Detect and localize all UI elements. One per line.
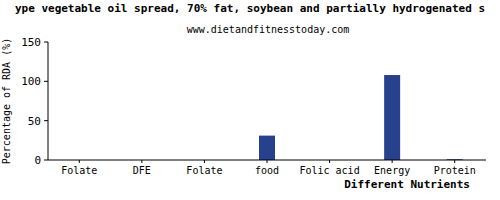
x-tick-label: Folate [186, 165, 222, 176]
y-tick-label: 0 [34, 154, 41, 167]
title: ype vegetable oil spread, 70% fat, soybe… [15, 2, 485, 15]
y-tick-label: 100 [21, 75, 41, 88]
x-tick-label: Folate [61, 165, 97, 176]
x-tick-label: DFE [133, 165, 151, 176]
y-tick [44, 42, 48, 43]
bar [384, 75, 400, 160]
x-tick [392, 160, 393, 163]
x-tick-label: Protein [434, 165, 476, 176]
x-tick [79, 160, 80, 163]
subtitle: www.dietandfitnesstoday.com [187, 24, 350, 35]
x-tick-label: Folic acid [299, 165, 359, 176]
x-tick [329, 160, 330, 163]
bars [259, 75, 463, 160]
x-tick [204, 160, 205, 163]
x-tick-label: Energy [374, 165, 410, 176]
y-tick-label: 150 [21, 36, 41, 49]
chart: ype vegetable oil spread, 70% fat, soybe… [0, 0, 500, 200]
x-tick [267, 160, 268, 163]
bar [259, 136, 275, 160]
y-tick [44, 120, 48, 121]
y-tick-label: 50 [28, 115, 41, 128]
x-axis-label: Different Nutrients [344, 178, 470, 191]
y-tick [44, 81, 48, 82]
x-tick-label: food [255, 165, 279, 176]
y-axis [48, 42, 49, 160]
y-axis-label: Percentage of RDA (%) [1, 38, 12, 164]
y-tick [44, 160, 48, 161]
background [0, 0, 500, 200]
x-tick [141, 160, 142, 163]
x-tick [454, 160, 455, 163]
